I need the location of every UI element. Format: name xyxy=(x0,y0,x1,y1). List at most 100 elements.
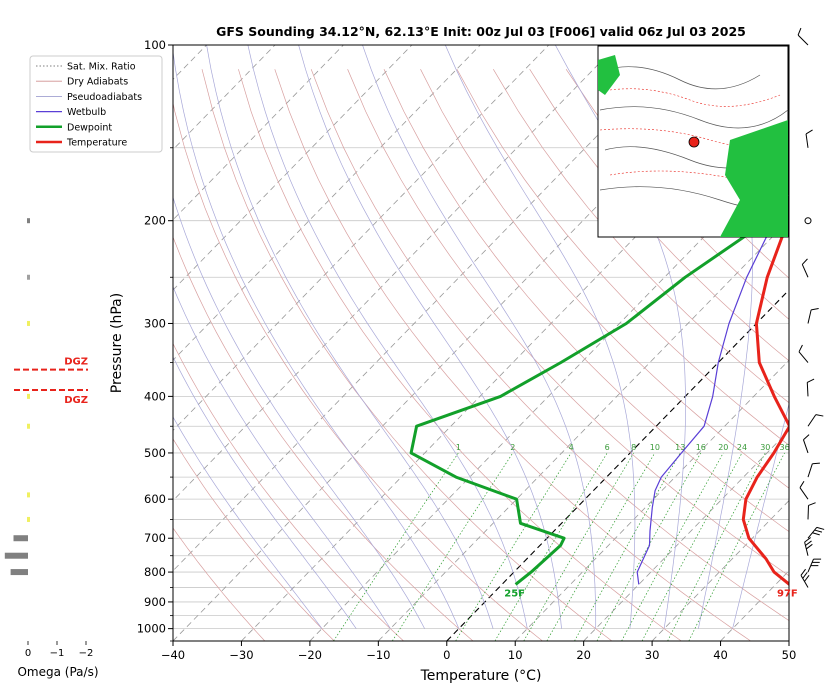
mixing-ratio-label: 30 xyxy=(760,443,770,452)
omega-tick-label: −1 xyxy=(50,648,65,659)
x-tick-label: 50 xyxy=(782,648,797,662)
pseudoadiabat xyxy=(173,416,323,629)
pseudoadiabat xyxy=(173,196,425,629)
omega-bar xyxy=(10,569,28,576)
location-marker xyxy=(688,136,700,148)
mixing-ratio-line xyxy=(546,452,656,641)
wind-barb xyxy=(799,480,809,500)
pseudoadiabat xyxy=(173,356,357,629)
dgz-label: DGZ xyxy=(64,357,88,368)
omega-bar xyxy=(27,516,30,522)
omega-panel: DGZ DGZ 0 −1 −2 Omega (Pa/s) xyxy=(4,218,99,679)
wind-barb xyxy=(801,258,809,278)
x-tick-label: 20 xyxy=(576,648,591,662)
dry-adiabat xyxy=(173,101,543,641)
wind-barb-calm xyxy=(804,217,812,225)
chart-title: GFS Sounding 34.12°N, 62.13°E Init: 00z … xyxy=(216,24,746,39)
mixing-ratio-line xyxy=(392,452,514,641)
dry-adiabat xyxy=(173,236,474,641)
legend-label: Pseudoadiabats xyxy=(67,92,142,103)
wind-barb xyxy=(798,344,809,363)
y-axis-label: Pressure (hPa) xyxy=(109,293,125,393)
isotherm xyxy=(173,45,276,151)
mixing-ratio-label: 6 xyxy=(605,443,610,452)
mixing-ratio-line xyxy=(574,452,681,641)
mixing-ratio-label: 2 xyxy=(510,443,515,452)
legend-label: Wetbulb xyxy=(67,107,106,118)
dry-adiabat xyxy=(173,527,266,641)
wind-barb xyxy=(805,129,813,148)
wind-barb xyxy=(807,307,819,324)
omega-tick-label: −2 xyxy=(79,648,94,659)
x-tick-label: 30 xyxy=(645,648,660,662)
wind-barbs xyxy=(797,27,825,588)
isotherm xyxy=(173,45,344,221)
dry-adiabat xyxy=(173,438,335,641)
dry-adiabat xyxy=(310,69,789,622)
dry-adiabat xyxy=(529,69,789,362)
y-tick-label: 300 xyxy=(144,316,166,330)
y-tick-label: 200 xyxy=(144,214,166,228)
pseudoadiabat xyxy=(444,45,636,629)
omega-bar xyxy=(27,492,30,498)
x-tick-label: −20 xyxy=(298,648,322,662)
pseudoadiabat xyxy=(206,45,494,629)
wind-barb xyxy=(807,462,820,478)
x-tick-label: −30 xyxy=(229,648,253,662)
mixing-ratio-line xyxy=(523,452,635,641)
dry-adiabat xyxy=(383,69,789,533)
mixing-ratio-label: 13 xyxy=(675,443,685,452)
pseudoadiabat xyxy=(732,402,789,629)
omega-bar xyxy=(27,320,30,326)
mixing-ratio-label: 8 xyxy=(631,443,636,452)
series-wetbulb xyxy=(636,190,789,585)
x-tick-label: 40 xyxy=(713,648,728,662)
wind-barb xyxy=(807,526,825,539)
mixing-ratio-label: 20 xyxy=(718,443,728,452)
wind-barb xyxy=(797,27,809,46)
wind-barb xyxy=(807,502,816,520)
legend-label: Dewpoint xyxy=(67,122,112,133)
gridlines: 1 2 4 6 8 10 13 16 20 24 30 36 xyxy=(173,45,789,641)
legend-label: Dry Adiabats xyxy=(67,77,128,88)
dgz-label: DGZ xyxy=(64,395,88,406)
dry-adiabat xyxy=(456,69,789,446)
dry-adiabat xyxy=(347,69,789,577)
dry-adiabat xyxy=(420,69,789,489)
dry-adiabat xyxy=(173,342,404,641)
omega-bar xyxy=(13,535,28,542)
x-tick-label: −10 xyxy=(366,648,390,662)
series-temperature xyxy=(741,212,789,586)
mixing-ratio-label: 10 xyxy=(650,443,660,452)
annotation-temp: 97F xyxy=(777,588,798,599)
omega-bar xyxy=(27,393,30,399)
omega-bar xyxy=(4,552,29,559)
annotation-dewpoint: 25F xyxy=(504,588,525,599)
mixing-ratio-line xyxy=(667,452,766,641)
dry-adiabat xyxy=(201,69,613,641)
plot-frame xyxy=(172,44,790,642)
omega-bar xyxy=(27,218,30,224)
axes: −40 −30 −20 −10 0 10 20 30 40 50 100 200 300 400 500 60… xyxy=(137,38,797,662)
pseudoadiabat xyxy=(247,45,528,629)
x-tick-label: 0 xyxy=(443,648,450,662)
x-tick-label: 10 xyxy=(508,648,523,662)
pseudoadiabat xyxy=(173,285,391,629)
y-tick-label: 400 xyxy=(144,389,166,403)
mixing-ratio-line xyxy=(333,452,459,641)
pseudoadiabat xyxy=(173,49,460,629)
x-axis-label: Temperature (°C) xyxy=(420,668,542,684)
dry-adiabat xyxy=(565,69,789,320)
y-tick-label: 800 xyxy=(144,565,166,579)
mixing-ratio-line xyxy=(641,452,743,641)
mixing-ratio-label: 16 xyxy=(696,443,706,452)
dry-adiabat xyxy=(274,69,751,641)
inset-map xyxy=(597,45,789,238)
y-tick-label: 1000 xyxy=(137,622,166,636)
wind-barb xyxy=(807,414,824,427)
isotherm xyxy=(173,45,618,502)
wind-barb xyxy=(800,568,810,588)
y-tick-label: 500 xyxy=(144,446,166,460)
y-tick-label: 600 xyxy=(144,492,166,506)
legend-label: Temperature xyxy=(66,138,127,149)
